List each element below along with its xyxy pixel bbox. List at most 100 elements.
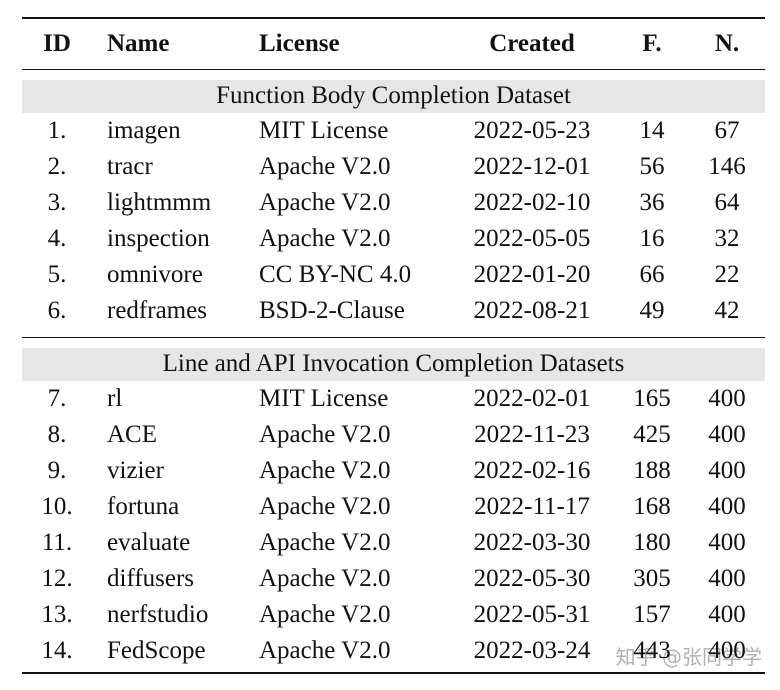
table-cell: ACE [107, 421, 157, 449]
table-cell: Apache V2.0 [259, 600, 391, 628]
table-cell: 2022-01-20 [473, 260, 591, 288]
table-cell: 6. [47, 296, 67, 324]
table-cell: 16 [639, 224, 665, 252]
table-cell: rl [107, 385, 123, 413]
section-band [22, 348, 765, 382]
section-rule [22, 337, 765, 339]
table-cell: 10. [41, 493, 73, 521]
table-cell: 2022-08-21 [473, 296, 591, 324]
table-cell: 5. [47, 260, 67, 288]
table-cell: imagen [107, 117, 181, 144]
table-cell: CC BY-NC 4.0 [259, 260, 412, 288]
table-cell: 12. [41, 564, 73, 592]
table-cell: 2022-05-23 [473, 117, 591, 144]
table-cell: 2022-02-01 [473, 385, 591, 413]
table-cell: Apache V2.0 [259, 564, 391, 592]
header-rule [22, 69, 765, 70]
table-cell: 2022-11-17 [474, 493, 590, 521]
column-header: License [259, 30, 340, 57]
table-cell: Apache V2.0 [259, 493, 391, 521]
section-title: Line and API Invocation Completion Datas… [162, 350, 625, 378]
table-cell: lightmmm [107, 188, 212, 216]
table-cell: 22 [714, 260, 740, 288]
table-cell: 32 [714, 224, 740, 252]
table-cell: MIT License [259, 117, 389, 144]
watermark: 知乎 @张同学学 [615, 645, 762, 669]
table-cell: 157 [633, 600, 671, 628]
table-cell: diffusers [107, 564, 195, 592]
table-cell: 14. [41, 636, 73, 664]
table-cell: 1. [47, 117, 67, 144]
table-cell: 36 [639, 188, 665, 216]
bottom-rule [22, 671, 765, 674]
top-rule [22, 17, 765, 19]
table-cell: MIT License [259, 385, 389, 413]
table-cell: 400 [708, 564, 746, 592]
table-cell: 2. [47, 152, 67, 180]
table-cell: 13. [41, 600, 73, 628]
table-cell: 400 [708, 529, 746, 556]
table-cell: 400 [708, 421, 746, 449]
table-cell: nerfstudio [107, 600, 209, 628]
column-header: Name [107, 30, 170, 57]
table-cell: 168 [633, 493, 671, 521]
table-cell: Apache V2.0 [259, 636, 391, 664]
table-cell: 66 [639, 260, 665, 288]
table-cell: 2022-11-23 [474, 421, 590, 449]
table-cell: 9. [47, 457, 67, 485]
table-cell: evaluate [107, 529, 191, 556]
column-header: N. [714, 30, 740, 57]
table-cell: 443 [633, 636, 671, 664]
table-cell: 188 [633, 457, 671, 485]
table-cell: 400 [708, 385, 746, 413]
table-cell: 8. [47, 421, 67, 449]
table-cell: Apache V2.0 [259, 152, 391, 180]
table-cell: 2022-05-30 [473, 564, 591, 592]
table-cell: Apache V2.0 [259, 224, 391, 252]
table-cell: omnivore [107, 260, 203, 288]
column-header: Created [489, 30, 575, 57]
table-cell: 2022-03-30 [473, 529, 591, 556]
table-cell: Apache V2.0 [259, 421, 391, 449]
table-cell: 425 [633, 421, 671, 449]
table-cell: 2022-02-16 [473, 457, 591, 485]
table-cell: 2022-12-01 [473, 152, 591, 180]
table-cell: tracr [107, 152, 153, 180]
table-cell: 42 [714, 296, 740, 324]
table-cell: 400 [708, 457, 746, 485]
table-cell: 305 [633, 564, 671, 592]
table-cell: BSD-2-Clause [259, 296, 405, 324]
table-cell: fortuna [107, 493, 180, 521]
table-cell: 11. [41, 529, 73, 556]
table-cell: Apache V2.0 [259, 188, 391, 216]
table-cell: Apache V2.0 [259, 457, 391, 485]
table-cell: redframes [107, 296, 207, 324]
table-cell: 4. [47, 224, 67, 252]
table-cell: 2022-02-10 [473, 188, 591, 216]
table-cell: 56 [639, 152, 665, 180]
table-cell: inspection [107, 224, 210, 252]
table-cell: Apache V2.0 [259, 529, 391, 556]
table-cell: 2022-05-31 [473, 600, 591, 628]
table-cell: 400 [708, 636, 746, 664]
table-cell: 49 [639, 296, 665, 324]
table-cell: 400 [708, 600, 746, 628]
table-cell: 3. [47, 188, 67, 216]
table-cell: 146 [708, 152, 746, 180]
section-title: Function Body Completion Dataset [216, 82, 571, 109]
table-cell: 14 [639, 117, 665, 144]
table-cell: 2022-05-05 [473, 224, 591, 252]
table-cell: vizier [107, 457, 164, 485]
table-cell: FedScope [107, 636, 206, 664]
table-cell: 180 [633, 529, 671, 556]
column-header: ID [43, 30, 71, 57]
section-band [22, 80, 765, 113]
table-cell: 7. [47, 385, 67, 413]
table-cell: 64 [714, 188, 740, 216]
table-cell: 2022-03-24 [473, 636, 591, 664]
table-cell: 165 [633, 385, 671, 413]
column-header: F. [642, 30, 662, 57]
table-cell: 400 [708, 493, 746, 521]
table-cell: 67 [714, 117, 740, 144]
